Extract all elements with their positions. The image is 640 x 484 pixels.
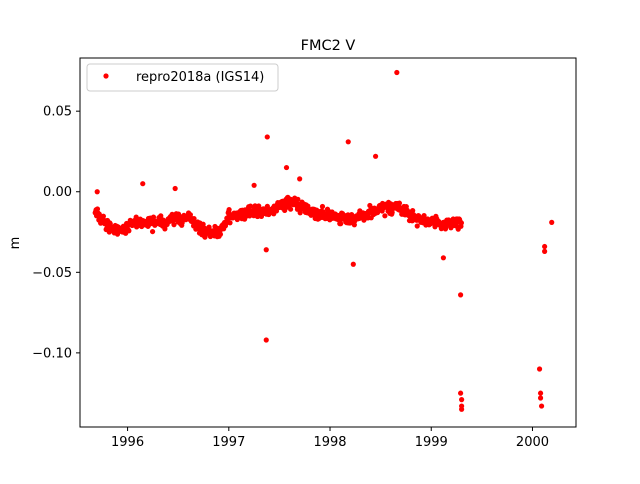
data-point <box>458 220 465 226</box>
data-point <box>94 189 100 195</box>
x-tick-label: 1999 <box>415 435 448 450</box>
legend: repro2018a (IGS14) <box>86 63 279 92</box>
data-point <box>338 221 344 227</box>
y-tick-label: −0.10 <box>32 346 72 361</box>
data-point <box>319 203 326 210</box>
data-point <box>100 213 106 219</box>
data-point <box>421 212 427 219</box>
data-point <box>549 219 555 225</box>
data-point <box>542 248 548 254</box>
data-point <box>126 228 132 234</box>
data-point <box>263 337 269 343</box>
data-point <box>410 208 416 214</box>
data-point <box>440 255 446 261</box>
data-point <box>414 223 420 229</box>
legend-box <box>86 63 279 92</box>
data-point <box>537 395 544 401</box>
data-point <box>264 134 270 140</box>
data-point <box>149 228 156 235</box>
data-point <box>538 403 545 409</box>
legend-label: repro2018a (IGS14) <box>136 70 264 85</box>
legend-marker <box>103 73 109 79</box>
data-points <box>92 69 555 412</box>
data-point <box>217 231 224 237</box>
data-point <box>382 213 388 219</box>
x-tick-label: 1996 <box>111 435 144 450</box>
data-point <box>345 139 351 145</box>
data-point <box>140 181 146 187</box>
data-point <box>172 185 178 192</box>
data-point <box>372 153 379 159</box>
x-tick-label: 1997 <box>212 435 245 450</box>
data-point <box>247 203 254 209</box>
y-tick-label: 0.00 <box>43 185 72 200</box>
data-point <box>295 196 301 202</box>
data-point <box>459 406 465 412</box>
data-point <box>251 182 257 188</box>
chart-title: FMC2 V <box>301 38 356 54</box>
plot-frame <box>79 57 577 428</box>
y-axis-label: m <box>8 237 23 250</box>
y-tick-label: 0.05 <box>43 105 72 120</box>
data-point <box>350 261 356 267</box>
x-tick-label: 2000 <box>516 435 549 450</box>
data-point <box>396 200 403 206</box>
data-point <box>536 366 543 372</box>
data-point <box>542 243 548 250</box>
y-tick-label: −0.05 <box>32 266 72 281</box>
data-point <box>227 220 233 226</box>
data-point <box>297 176 303 182</box>
data-point <box>389 209 395 216</box>
data-point <box>394 69 400 76</box>
y-axis: 0.05 0.00 −0.05 −0.10 <box>32 105 80 361</box>
data-point <box>458 292 464 298</box>
data-point <box>263 247 269 253</box>
x-tick-label: 1998 <box>313 435 346 450</box>
x-axis: 1996 1997 1998 1999 2000 <box>111 427 549 450</box>
data-point <box>288 206 294 212</box>
data-point <box>458 390 464 396</box>
data-point <box>158 213 164 219</box>
data-point <box>94 206 101 212</box>
data-point <box>351 222 357 228</box>
data-point <box>226 207 232 213</box>
data-point <box>537 390 544 396</box>
data-point <box>283 164 290 171</box>
data-point <box>171 222 177 228</box>
data-point <box>150 214 157 220</box>
data-point <box>459 397 465 403</box>
data-point <box>191 215 197 222</box>
